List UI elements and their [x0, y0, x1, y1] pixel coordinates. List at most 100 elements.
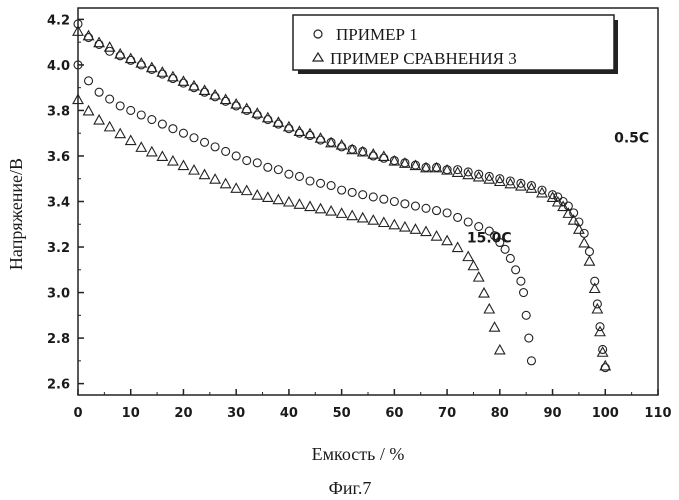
point-triangle [389, 220, 399, 229]
y-tick-label: 3.8 [47, 104, 70, 119]
point-triangle [326, 206, 336, 215]
x-tick-label: 10 [122, 406, 140, 421]
point-triangle [94, 115, 104, 124]
point-circle [243, 157, 251, 165]
y-axis-title: Напряжение/В [6, 158, 26, 270]
point-triangle [126, 136, 136, 145]
point-circle [348, 188, 356, 196]
point-circle [306, 177, 314, 185]
point-circle [158, 120, 166, 128]
x-tick-label: 80 [491, 406, 509, 421]
x-axis-title: Емкость / % [312, 444, 405, 464]
point-triangle [200, 170, 210, 179]
point-circle [264, 163, 272, 171]
point-triangle [210, 174, 220, 183]
point-triangle [294, 199, 304, 208]
point-triangle [178, 161, 188, 170]
point-circle [433, 207, 441, 215]
figure-caption: Фиг.7 [329, 478, 372, 498]
point-circle [106, 95, 114, 103]
x-tick-label: 0 [73, 406, 82, 421]
y-tick-label: 3.2 [47, 241, 70, 256]
point-triangle [157, 151, 167, 160]
point-circle [232, 152, 240, 160]
rate-annotation: 0.5C [614, 130, 649, 146]
point-circle [148, 116, 156, 124]
legend-label-series-1: ПРИМЕР 1 [336, 25, 418, 44]
y-tick-label: 3.0 [47, 287, 70, 302]
point-circle [411, 202, 419, 210]
point-circle [454, 213, 462, 221]
point-circle [369, 193, 377, 201]
point-circle [475, 223, 483, 231]
point-triangle [421, 227, 431, 236]
point-circle [295, 172, 303, 180]
rate-annotation: 15.0C [467, 230, 512, 246]
x-tick-label: 110 [644, 406, 671, 421]
point-triangle [410, 224, 420, 233]
point-circle [585, 248, 593, 256]
point-triangle [490, 322, 500, 331]
x-tick-label: 40 [280, 406, 298, 421]
point-triangle [147, 147, 157, 156]
point-circle [317, 179, 325, 187]
point-triangle [468, 261, 478, 270]
point-circle [517, 277, 525, 285]
point-circle [525, 334, 533, 342]
point-circle [520, 289, 528, 297]
point-circle [359, 191, 367, 199]
point-triangle [136, 142, 146, 151]
point-triangle [484, 304, 494, 313]
point-circle [285, 170, 293, 178]
x-tick-label: 60 [385, 406, 403, 421]
point-circle [327, 182, 335, 190]
point-circle [211, 143, 219, 151]
point-triangle [368, 215, 378, 224]
legend: ПРИМЕР 1 ПРИМЕР СРАВНЕНИЯ 3 [293, 15, 618, 74]
point-circle [506, 254, 514, 262]
point-circle [190, 134, 198, 142]
point-circle [464, 218, 472, 226]
point-triangle [305, 202, 315, 211]
point-circle [274, 166, 282, 174]
x-tick-label: 100 [592, 406, 619, 421]
x-tick-label: 70 [438, 406, 456, 421]
y-tick-label: 3.4 [47, 196, 70, 211]
y-tick-label: 4.0 [47, 59, 70, 74]
point-triangle [263, 192, 273, 201]
point-circle [222, 147, 230, 155]
point-triangle [579, 238, 589, 247]
point-triangle [337, 208, 347, 217]
point-circle [422, 204, 430, 212]
point-triangle [358, 213, 368, 222]
point-circle [85, 77, 93, 85]
point-triangle [242, 186, 252, 195]
point-triangle [252, 190, 262, 199]
point-triangle [221, 179, 231, 188]
point-circle [95, 88, 103, 96]
point-triangle [479, 288, 489, 297]
y-tick-label: 4.2 [47, 13, 70, 28]
point-triangle [584, 256, 594, 265]
point-triangle [84, 106, 94, 115]
x-axis-ticks: 0102030405060708090100110 [73, 389, 671, 421]
point-circle [338, 186, 346, 194]
point-triangle [105, 122, 115, 131]
point-circle [501, 245, 509, 253]
point-triangle [231, 183, 241, 192]
annotations: 0.5C 15.0C [467, 130, 649, 246]
y-tick-label: 3.6 [47, 150, 70, 165]
point-circle [179, 129, 187, 137]
point-triangle [474, 272, 484, 281]
x-tick-label: 20 [174, 406, 192, 421]
point-circle [401, 200, 409, 208]
point-triangle [495, 345, 505, 354]
point-triangle [453, 243, 463, 252]
point-triangle [432, 231, 442, 240]
point-triangle [442, 236, 452, 245]
point-triangle [400, 222, 410, 231]
point-triangle [316, 204, 326, 213]
point-circle [527, 357, 535, 365]
y-tick-label: 2.6 [47, 378, 70, 393]
